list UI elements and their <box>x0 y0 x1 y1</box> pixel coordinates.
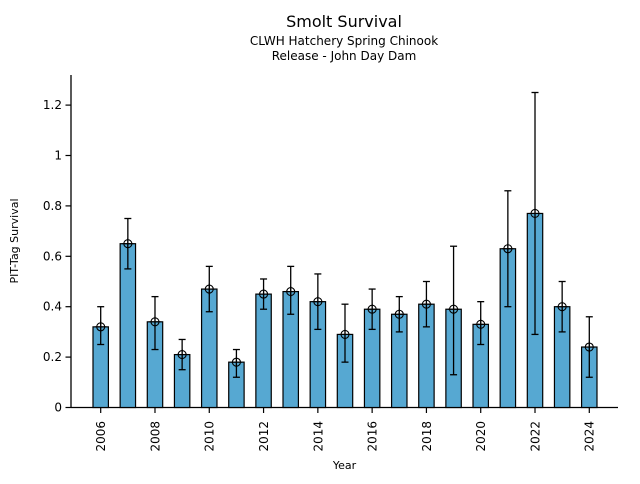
y-axis-title: PIT-Tag Survival <box>8 198 21 283</box>
bar-group-2010 <box>200 265 218 409</box>
x-tick-label: 2010 <box>203 421 217 452</box>
bar-group-2016 <box>363 288 381 409</box>
bar-group-2018 <box>418 280 435 409</box>
bar-group-2011 <box>228 348 245 409</box>
bar-group-2021 <box>499 190 517 409</box>
y-tick-label: 0.6 <box>43 249 62 263</box>
bar-group-2017 <box>390 295 408 409</box>
bar-group-2014 <box>309 273 327 409</box>
x-tick-label: 2008 <box>148 421 162 452</box>
chart-title: Smolt Survival <box>286 12 402 31</box>
bar-group-2020 <box>472 301 490 409</box>
x-tick-label: 2012 <box>257 421 271 452</box>
y-tick-label: 0.4 <box>43 300 62 314</box>
x-tick-label: 2014 <box>311 421 325 452</box>
x-tick-label: 2016 <box>366 421 380 452</box>
y-tick-label: 0.8 <box>43 199 62 213</box>
bar <box>255 293 272 409</box>
y-tick-label: 0.2 <box>43 350 62 364</box>
x-tick-label: 2024 <box>583 421 597 452</box>
bar-group-2019 <box>445 245 462 409</box>
bar-group-2024 <box>580 316 598 409</box>
y-tick-label: 1.2 <box>43 98 62 112</box>
chart-subtitle-line1: CLWH Hatchery Spring Chinook <box>249 34 439 48</box>
bar-group-2015 <box>336 303 354 409</box>
bar-group-2022 <box>526 91 544 409</box>
bar-group-2012 <box>255 278 272 409</box>
y-axis-ticks: 0 0.2 0.4 0.6 0.8 1 1.2 <box>43 98 71 415</box>
bar-group-2023 <box>553 280 571 409</box>
y-tick-label: 1 <box>54 149 62 163</box>
plot-area: 0 0.2 0.4 0.6 0.8 1 1.2 2006 2008 2010 2012 2014 201… <box>43 75 618 452</box>
bar-group-2013 <box>282 265 300 409</box>
x-tick-label: 2020 <box>474 421 488 452</box>
x-tick-label: 2006 <box>94 421 108 452</box>
bar-group-2006 <box>92 306 109 409</box>
chart-subtitle-line2: Release - John Day Dam <box>271 49 417 63</box>
x-axis-ticks: 2006 2008 2010 2012 2014 2016 2018 2020 2022 2024 <box>94 407 597 452</box>
x-axis-title: Year <box>332 459 357 472</box>
bar-group-2007 <box>119 217 137 409</box>
bar-group-2008 <box>146 295 164 409</box>
bar-group-2009 <box>173 338 191 409</box>
x-tick-label: 2022 <box>528 421 542 452</box>
y-tick-label: 0 <box>54 401 62 415</box>
x-tick-label: 2018 <box>420 421 434 452</box>
